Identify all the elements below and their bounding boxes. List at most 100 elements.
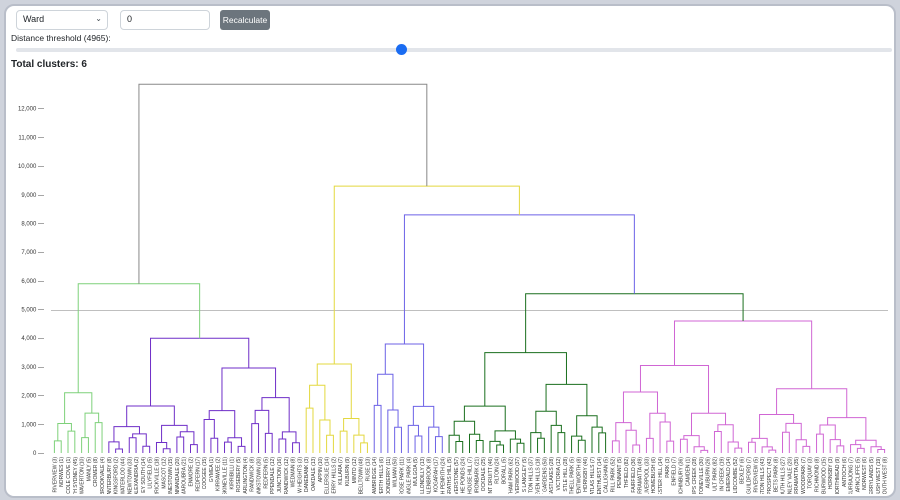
dendrogram-link	[496, 444, 505, 453]
leaf-label: RUSE (13)	[365, 457, 371, 482]
leaf-label: STLE HILL (28)	[563, 457, 569, 492]
dendrogram-link	[155, 441, 168, 453]
leaf-label: APPIN (10)	[318, 457, 324, 483]
leaf-label: RILL PARK (52)	[610, 457, 616, 493]
leaf-label: WOLLONDILLY (13)	[420, 457, 426, 494]
recalculate-button[interactable]: Recalculate	[220, 10, 270, 30]
threshold-input[interactable]: 0	[120, 10, 210, 30]
dendrogram-link	[683, 435, 700, 447]
leaf-label: PICOLE COVE (1)	[66, 457, 72, 494]
leaf-label: ATLAS HILLS (7)	[590, 457, 596, 494]
leaf-label: TON HILLS (37)	[529, 457, 535, 493]
leaf-label: KURRAJONG (7)	[849, 457, 855, 494]
leaf-label: NEWTOWN (33)	[127, 457, 133, 494]
threshold-slider[interactable]	[16, 44, 892, 55]
leaf-label: WEDMAN (8)	[291, 457, 297, 488]
leaf-label: KIRRIBILLI (1)	[229, 457, 235, 490]
leaf-label: SOUTH WEST (8)	[883, 457, 889, 494]
leaf-label: ALSTONEVILLE (30)	[699, 457, 705, 494]
leaf-label: HORNSBY (46)	[583, 457, 589, 492]
leaf-label: CANLEY VALE (20)	[787, 457, 793, 494]
leaf-label: ROSE PARK (11)	[399, 457, 405, 494]
dendrogram-link	[128, 437, 137, 453]
dendrogram-link	[829, 439, 841, 453]
leaf-label: SEVEN HILLS (18)	[536, 457, 542, 494]
leaf-label: TORQUAY (3)	[808, 457, 814, 489]
leaf-label: PROSPECT (43)	[767, 457, 773, 494]
dendrogram-link	[360, 442, 368, 453]
dendrogram-link	[734, 447, 743, 453]
leaf-label: BURWOOD (15)	[821, 457, 827, 494]
dendrogram-link	[455, 440, 464, 453]
dendrogram-link	[281, 431, 297, 443]
dendrogram-link	[645, 437, 654, 453]
y-tick-label: 0 —	[33, 451, 44, 457]
dendrogram-link	[339, 430, 348, 453]
dendrogram-link	[727, 441, 739, 453]
leaf-label: RANDWICK (12)	[284, 457, 290, 494]
dendrogram-link	[142, 445, 151, 453]
dendrogram-link	[693, 446, 705, 453]
leaf-label: DARLINGTON (4)	[243, 457, 249, 494]
y-tick-label: 2,000 —	[21, 394, 44, 400]
leaf-label: HORNSBY (3)	[828, 457, 834, 489]
linkage-method-select[interactable]: Ward ⌄	[16, 10, 108, 30]
leaf-label: BROOKVALE (4)	[100, 457, 106, 494]
dendrogram-link	[717, 424, 734, 442]
leaf-label: MULGOA (5)	[413, 457, 419, 486]
leaf-label: ANNANDALE (20)	[175, 457, 181, 494]
dendrogram-link	[639, 364, 710, 414]
dendrogram-link	[494, 430, 516, 442]
dendrogram-link	[176, 436, 185, 453]
leaf-label: RICHMOND (8)	[815, 457, 821, 492]
leaf-label: PENNANT (5)	[617, 457, 623, 489]
dendrogram-link	[615, 422, 632, 441]
dendrogram-link	[649, 412, 666, 439]
leaf-label: RIVERVIEW (3)	[52, 457, 58, 493]
y-tick-label: 3,000 —	[21, 365, 44, 371]
dendrogram-link	[292, 442, 300, 453]
y-tick-label: 9,000 —	[21, 193, 44, 199]
dendrogram-link	[545, 383, 588, 416]
leaf-label: ARNCLIFFE (5)	[855, 457, 861, 493]
leaf-label: ARRAMATTA (35)	[794, 457, 800, 494]
leaf-label: ITH SYDNEY (45)	[73, 457, 79, 494]
dendrogram-link	[412, 405, 435, 428]
leaf-label: REDFERN (5)	[263, 457, 269, 489]
dendrogram-link	[700, 449, 709, 453]
dendrogram-link	[679, 438, 688, 453]
leaf-label: DONDERRY (11)	[386, 457, 392, 494]
dendrogram-link	[414, 435, 423, 453]
dendrogram-link	[448, 434, 460, 453]
leaf-label: CALENBROOK (8)	[427, 457, 433, 494]
leaf-label: RIVERWOOD (37)	[515, 457, 521, 494]
dendrogram-link	[751, 437, 768, 447]
slider-thumb[interactable]	[396, 44, 408, 55]
dendrogram-link	[591, 426, 603, 453]
dendrogram-link	[713, 431, 722, 453]
dendrogram-link	[836, 445, 845, 453]
dendrogram-link	[571, 435, 583, 453]
leaf-label: IN CREEK (19)	[719, 457, 725, 491]
leaf-label: NORWEST (6)	[862, 457, 868, 490]
leaf-label: FAIRFIELD (36)	[631, 457, 637, 493]
dendrogram-link	[353, 434, 365, 453]
leaf-label: MANLY (5)	[86, 457, 92, 482]
leaf-label: IPS CREEK (28)	[692, 457, 698, 494]
leaf-label: NORWES (1)	[59, 457, 65, 487]
leaf-label: ALEXANDRIA (2)	[134, 457, 140, 494]
leaf-label: REDFERN (17)	[195, 457, 201, 492]
leaf-label: W HEIGHTS (3)	[297, 457, 303, 493]
leaf-label: EY SOUTH (14)	[141, 457, 147, 493]
leaf-label: KINGSFORD (2)	[114, 457, 120, 494]
leaf-label: WENTWORTH (8)	[576, 457, 582, 494]
dendrogram-link	[81, 437, 89, 453]
dendrogram-link	[428, 426, 440, 453]
dendrogram-link	[221, 367, 277, 411]
leaf-label: CROMER (8)	[93, 457, 99, 487]
leaf-label: BELLTOWN (48)	[359, 457, 365, 494]
leaf-label: NORTHMEAD (9)	[835, 457, 841, 494]
dendrogram-link	[611, 440, 620, 453]
leaf-label: LILYFIELD (5)	[148, 457, 154, 489]
dendrogram-link	[309, 384, 326, 420]
